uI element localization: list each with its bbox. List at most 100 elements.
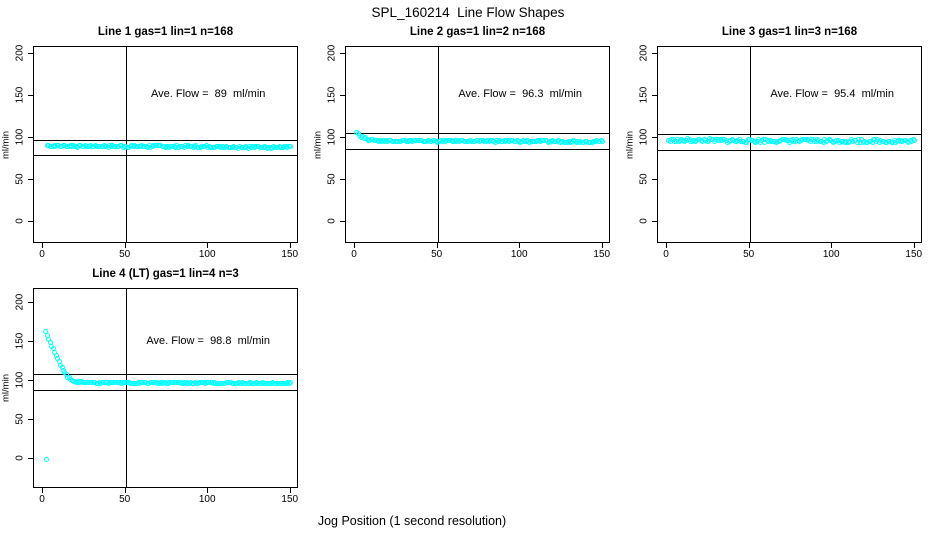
data-point — [87, 380, 93, 386]
data-point — [71, 378, 77, 384]
data-point — [238, 145, 244, 151]
data-point — [203, 381, 209, 387]
data-point — [364, 137, 370, 143]
data-point — [566, 139, 572, 145]
data-point — [760, 137, 766, 143]
data-point — [260, 145, 266, 151]
data-point — [884, 140, 890, 146]
data-point — [876, 140, 882, 146]
y-tick-label: 100 — [14, 128, 26, 146]
data-point — [897, 138, 903, 144]
data-point — [253, 143, 259, 149]
data-point — [809, 137, 815, 143]
data-point — [739, 139, 745, 145]
data-point — [413, 138, 419, 144]
panel-title: Line 1 gas=1 lin=1 n=168 — [97, 26, 234, 38]
data-point — [197, 144, 203, 150]
data-point — [279, 381, 285, 387]
data-point — [787, 139, 793, 145]
x-tick-label: 50 — [431, 249, 443, 260]
data-point — [138, 379, 144, 385]
data-point — [173, 380, 179, 386]
data-point — [584, 138, 590, 144]
data-point — [820, 139, 826, 145]
data-point — [497, 138, 503, 144]
data-point — [148, 144, 154, 150]
data-point — [385, 138, 391, 144]
data-point — [234, 145, 240, 151]
flow-limit-line — [345, 132, 610, 134]
data-point — [128, 380, 134, 386]
data-point — [77, 379, 83, 385]
data-point — [410, 138, 416, 144]
data-point — [68, 143, 74, 149]
data-point — [784, 138, 790, 144]
data-point — [695, 137, 701, 143]
data-point — [544, 137, 550, 143]
data-point — [270, 144, 276, 150]
data-point — [878, 138, 884, 144]
data-point — [444, 138, 450, 144]
data-point — [869, 140, 875, 146]
data-point — [277, 381, 283, 387]
data-point — [848, 137, 854, 143]
data-point — [723, 137, 729, 143]
data-point — [123, 380, 129, 386]
x-tick-label: 150 — [905, 249, 923, 260]
data-point — [370, 136, 376, 142]
ave-flow-annotation: Ave. Flow = 96.3 ml/min — [458, 88, 582, 101]
data-point — [363, 135, 369, 141]
data-point — [216, 143, 222, 149]
y-tick-label: 0 — [326, 218, 338, 224]
data-point — [168, 380, 174, 386]
data-point — [58, 362, 63, 368]
data-point — [519, 138, 525, 144]
data-point — [492, 139, 498, 145]
x-axis-title: Jog Position (1 second resolution) — [317, 514, 507, 528]
y-tick-mark — [340, 52, 345, 54]
data-point — [526, 139, 532, 145]
data-point — [843, 139, 848, 145]
data-point — [219, 144, 225, 150]
data-point — [209, 380, 214, 386]
data-point — [191, 380, 197, 386]
plot-area: Ave. Flow = 95.4 ml/min — [657, 46, 922, 243]
y-tick-label: 150 — [14, 332, 26, 350]
data-point — [75, 379, 81, 385]
y-tick-label: 0 — [14, 218, 26, 224]
y-tick-label: 50 — [638, 173, 650, 185]
data-point — [162, 145, 168, 151]
y-tick-mark — [652, 179, 657, 181]
y-tick-mark — [28, 302, 33, 304]
data-point — [476, 138, 482, 144]
data-point — [377, 138, 383, 144]
data-point — [600, 138, 606, 144]
data-point — [175, 145, 181, 151]
data-point — [698, 137, 704, 143]
data-point — [720, 137, 726, 143]
data-point — [466, 139, 472, 145]
data-point — [129, 143, 135, 149]
data-point — [901, 137, 907, 143]
data-point — [501, 138, 507, 144]
data-point — [570, 138, 576, 144]
data-point — [766, 139, 772, 145]
data-point — [757, 139, 763, 145]
data-point — [168, 144, 174, 150]
data-point — [241, 381, 247, 387]
data-point — [121, 144, 127, 150]
data-point — [511, 138, 517, 144]
data-point — [525, 138, 531, 144]
data-point — [598, 138, 604, 144]
flow-limit-line — [345, 149, 610, 151]
data-point — [801, 136, 807, 142]
data-point — [494, 138, 500, 144]
data-point — [63, 144, 69, 150]
data-point — [834, 137, 840, 143]
data-point — [491, 139, 497, 145]
data-point — [146, 143, 152, 149]
data-point — [191, 143, 197, 149]
data-point — [182, 380, 188, 386]
y-tick-label: 100 — [14, 371, 26, 389]
data-point — [286, 381, 292, 387]
